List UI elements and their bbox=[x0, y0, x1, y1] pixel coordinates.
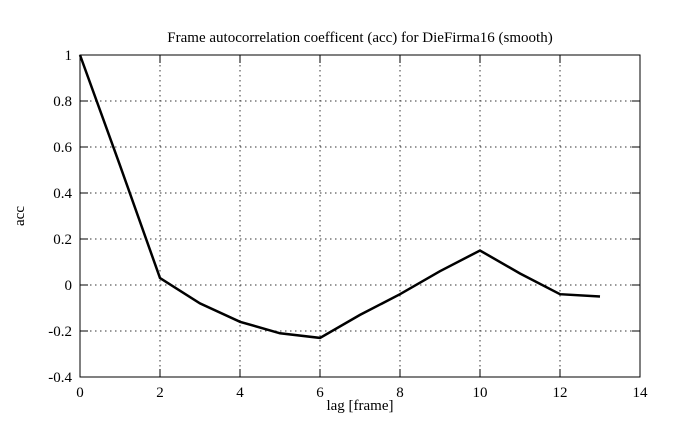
y-tick-label: 1 bbox=[65, 48, 73, 64]
y-tick-label: -0.4 bbox=[48, 370, 72, 386]
x-tick-label: 12 bbox=[553, 385, 568, 401]
chart-title: Frame autocorrelation coefficent (acc) f… bbox=[167, 30, 552, 46]
grid-layer bbox=[80, 55, 640, 377]
x-tick-label: 10 bbox=[473, 385, 488, 401]
y-tick-label: -0.2 bbox=[48, 324, 72, 340]
x-axis-label: lag [frame] bbox=[326, 398, 393, 414]
y-axis-label: acc bbox=[12, 206, 28, 226]
tick-layer bbox=[79, 54, 641, 378]
y-tick-label: 0.8 bbox=[53, 94, 72, 110]
plot-border bbox=[79, 54, 641, 378]
y-tick-label: 0.2 bbox=[53, 232, 72, 248]
x-tick-label: 2 bbox=[156, 385, 164, 401]
tick-label-layer: 0 2 4 6 8 10 12 14 1 0.8 0.6 0.4 0.2 0 -0.2 -0.4 bbox=[48, 48, 648, 401]
x-tick-label: 4 bbox=[236, 385, 244, 401]
data-line-acc bbox=[78, 54, 601, 340]
y-tick-label: 0 bbox=[65, 278, 73, 294]
x-tick-label: 14 bbox=[633, 385, 649, 401]
x-tick-label: 8 bbox=[396, 385, 404, 401]
y-tick-label: 0.6 bbox=[53, 140, 72, 156]
x-tick-label: 6 bbox=[316, 385, 324, 401]
x-tick-label: 0 bbox=[76, 385, 84, 401]
y-tick-label: 0.4 bbox=[53, 186, 72, 202]
